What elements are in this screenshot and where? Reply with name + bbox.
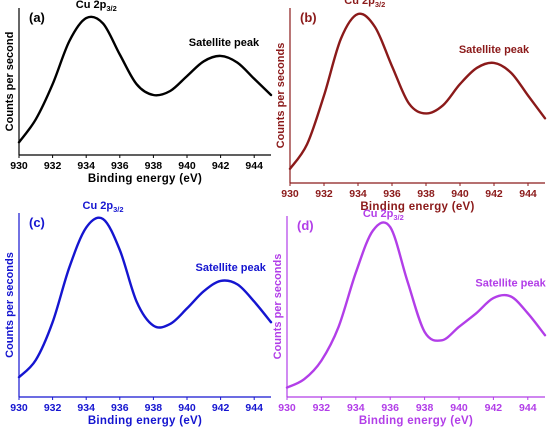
cu-2p-peak-label: Cu 2p3/2 bbox=[76, 0, 117, 13]
x-tick-label: 944 bbox=[519, 402, 537, 414]
panel-2: 930 932 934 936 938 940 942 944 Binding energy (… bbox=[275, 0, 547, 213]
x-tick-label: 932 bbox=[313, 402, 331, 414]
x-tick-label: 932 bbox=[44, 402, 62, 414]
spectrum-line bbox=[285, 221, 547, 389]
panel-label: (b) bbox=[300, 10, 317, 25]
satellite-peak-label: Satellite peak bbox=[459, 44, 530, 56]
x-tick-label: 938 bbox=[417, 188, 435, 200]
panel-1: 930 932 934 936 938 940 942 944 Binding energy (… bbox=[4, 0, 273, 185]
x-tick-label: 936 bbox=[381, 402, 399, 414]
x-tick-label: 932 bbox=[44, 160, 62, 172]
x-tick-label: 932 bbox=[315, 188, 333, 200]
x-tick-label: 944 bbox=[519, 188, 537, 200]
x-tick-label: 940 bbox=[178, 160, 196, 172]
spectrum-line bbox=[17, 15, 273, 144]
x-tick-label: 940 bbox=[450, 402, 468, 414]
panel-4: 930 932 934 936 938 940 942 944 Binding energy (… bbox=[272, 208, 547, 427]
x-tick-label: 942 bbox=[212, 402, 230, 414]
y-axis-title: Counts per second bbox=[4, 32, 16, 132]
x-tick-label: 942 bbox=[485, 402, 503, 414]
x-tick-label: 934 bbox=[349, 188, 367, 200]
x-tick-label: 934 bbox=[77, 402, 95, 414]
x-tick-label: 930 bbox=[10, 402, 28, 414]
x-tick-label: 934 bbox=[347, 402, 365, 414]
satellite-peak-label: Satellite peak bbox=[189, 37, 260, 49]
x-axis-title: Binding energy (eV) bbox=[359, 415, 473, 427]
cu-2p-peak-label: Cu 2p3/2 bbox=[83, 200, 124, 214]
x-tick-label: 934 bbox=[77, 160, 95, 172]
spectrum-line bbox=[288, 12, 547, 170]
x-tick-label: 938 bbox=[145, 160, 163, 172]
x-tick-label: 942 bbox=[212, 160, 230, 172]
x-axis-title: Binding energy (eV) bbox=[360, 201, 474, 213]
x-tick-label: 936 bbox=[111, 402, 129, 414]
x-tick-label: 944 bbox=[245, 402, 263, 414]
panel-3: 930 932 934 936 938 940 942 944 Binding energy (… bbox=[4, 200, 273, 427]
x-tick-label: 938 bbox=[416, 402, 434, 414]
x-tick-label: 938 bbox=[145, 402, 163, 414]
panel-label: (d) bbox=[297, 218, 314, 233]
x-tick-label: 944 bbox=[245, 160, 263, 172]
x-tick-label: 936 bbox=[383, 188, 401, 200]
x-tick-label: 930 bbox=[278, 402, 296, 414]
cu-2p-peak-label: Cu 2p3/2 bbox=[344, 0, 385, 9]
x-tick-label: 942 bbox=[485, 188, 503, 200]
y-axis-title: Counts per seconds bbox=[275, 43, 287, 149]
x-tick-label: 930 bbox=[281, 188, 299, 200]
spectrum-line bbox=[17, 216, 273, 379]
x-tick-label: 936 bbox=[111, 160, 129, 172]
satellite-peak-label: Satellite peak bbox=[196, 262, 267, 274]
y-axis-title: Counts per seconds bbox=[4, 252, 16, 358]
x-tick-label: 940 bbox=[178, 402, 196, 414]
satellite-peak-label: Satellite peak bbox=[475, 277, 546, 289]
x-axis-title: Binding energy (eV) bbox=[88, 173, 202, 185]
x-tick-label: 930 bbox=[10, 160, 28, 172]
y-axis-title: Counts per seconds bbox=[272, 254, 284, 360]
x-tick-label: 940 bbox=[451, 188, 469, 200]
panel-label: (c) bbox=[29, 215, 45, 230]
panel-label: (a) bbox=[29, 10, 45, 25]
x-axis-title: Binding energy (eV) bbox=[88, 415, 202, 427]
